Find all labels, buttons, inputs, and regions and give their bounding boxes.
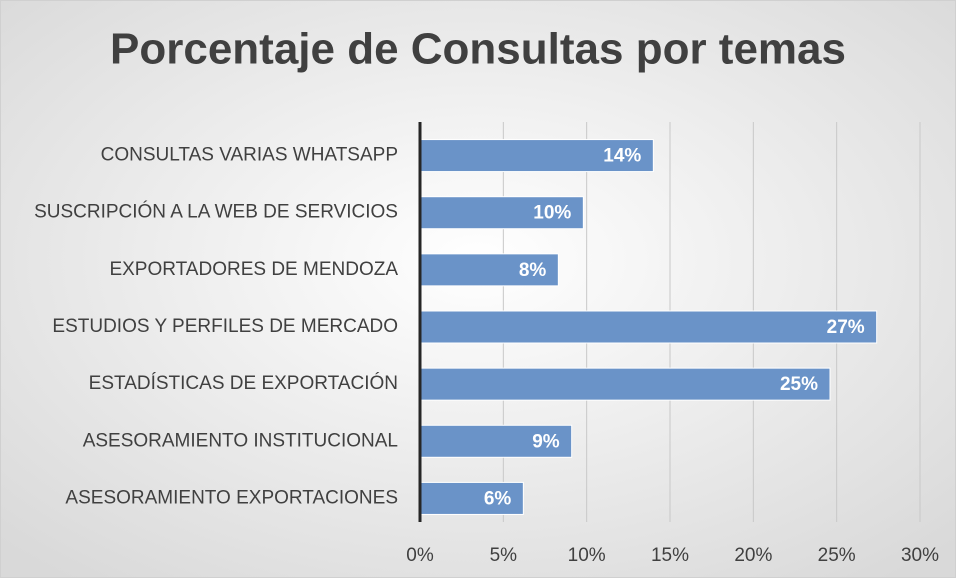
chart-title: Porcentaje de Consultas por temas — [110, 25, 846, 74]
y-tick-label: ASESORAMIENTO EXPORTACIONES — [65, 487, 398, 508]
x-tick-label: 30% — [901, 545, 939, 566]
bar — [419, 367, 831, 401]
y-tick-label: ESTUDIOS Y PERFILES DE MERCADO — [52, 316, 398, 337]
data-label: 27% — [827, 317, 865, 338]
bar — [419, 310, 878, 344]
x-tick-label: 10% — [568, 545, 606, 566]
data-label: 9% — [532, 431, 560, 452]
data-label: 25% — [780, 374, 818, 395]
data-label: 6% — [484, 488, 512, 509]
y-tick-label: EXPORTADORES DE MENDOZA — [109, 259, 398, 280]
x-tick-label: 25% — [818, 545, 856, 566]
x-tick-label: 5% — [490, 545, 518, 566]
x-tick-label: 15% — [651, 545, 689, 566]
y-tick-label: ESTADÍSTICAS DE EXPORTACIÓN — [89, 372, 398, 394]
bar — [419, 424, 573, 458]
x-tick-label: 0% — [406, 545, 434, 566]
y-tick-label: SUSCRIPCIÓN A LA WEB DE SERVICIOS — [34, 201, 398, 223]
y-tick-label: ASESORAMIENTO INSTITUCIONAL — [83, 430, 398, 451]
x-tick-label: 20% — [734, 545, 772, 566]
data-label: 8% — [519, 260, 547, 281]
y-tick-label: CONSULTAS VARIAS WHATSAPP — [101, 145, 398, 166]
bar — [419, 481, 524, 515]
data-label: 10% — [533, 203, 571, 224]
bar — [419, 139, 654, 173]
bar — [419, 196, 584, 230]
data-label: 14% — [603, 146, 641, 167]
